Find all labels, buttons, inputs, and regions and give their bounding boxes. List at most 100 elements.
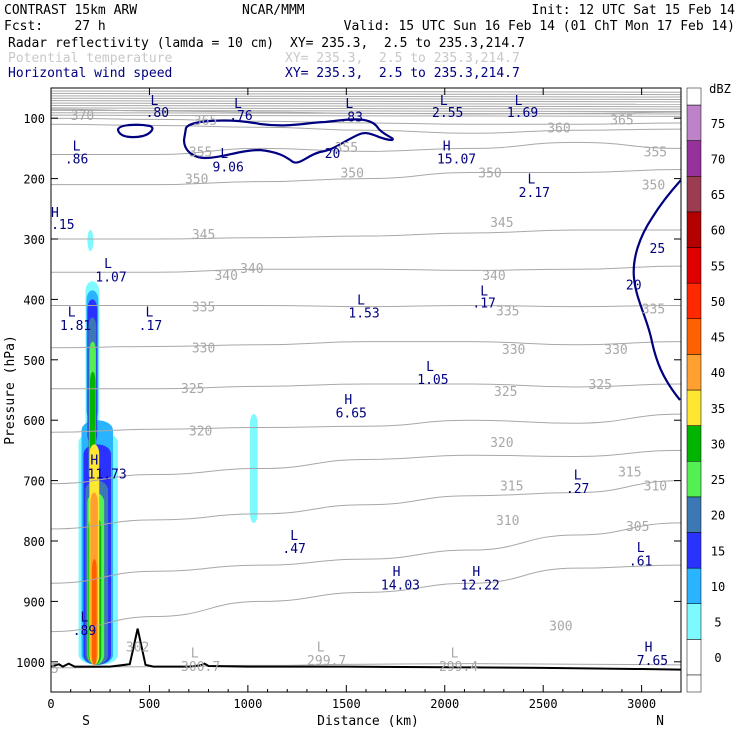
- theta-label: 345: [490, 216, 513, 231]
- wind-contour-label: 20: [325, 147, 341, 162]
- extremum-label: L: [440, 94, 448, 109]
- reflectivity-cell-45dbz: [91, 559, 97, 665]
- colorbar-label: 15: [711, 544, 725, 558]
- colorbar-label: 35: [711, 402, 725, 416]
- colorbar-swatch: [686, 282, 702, 319]
- colorbar-label: 30: [711, 437, 725, 451]
- extremum-label: L: [146, 305, 154, 320]
- x-tick-label: 2000: [430, 697, 459, 711]
- colorbar-swatch: [686, 247, 702, 284]
- extremum-label: 300.7: [181, 660, 220, 675]
- extremum-label: L: [317, 641, 325, 656]
- colorbar-label: 65: [711, 188, 725, 202]
- colorbar-swatch: [686, 354, 702, 391]
- extremum-label: H: [90, 453, 98, 468]
- header: CONTRAST 15km ARW NCAR/MMM Init: 12 UTC …: [4, 3, 735, 81]
- theta-label: 340: [482, 269, 505, 284]
- theta-contour-325: [51, 383, 681, 390]
- theta-label: 340: [214, 269, 237, 284]
- theta-label: 335: [642, 302, 665, 317]
- extremum-label: L: [345, 97, 353, 112]
- wind-contour-layer: [116, 118, 681, 401]
- theta-label: 355: [189, 145, 212, 160]
- extremum-label: L: [357, 293, 365, 308]
- field-xy-theta: XY= 235.3, 2.5 to 235.3,214.7: [285, 51, 520, 66]
- theta-label: 325: [494, 385, 517, 400]
- extremum-label: .15: [51, 218, 74, 233]
- theta-label: 310: [644, 479, 667, 494]
- theta-contour-355: [51, 141, 681, 155]
- theta-label: 360: [547, 121, 570, 136]
- colorbar-top-cap: [686, 87, 702, 106]
- theta-label: 340: [240, 262, 263, 277]
- y-tick-label: 200: [23, 173, 45, 187]
- extremum-label: L: [574, 469, 582, 484]
- extremum-label: 6.65: [336, 406, 367, 421]
- extremum-label: L: [527, 173, 535, 188]
- theta-label: 350: [340, 167, 363, 182]
- extremum-label: H: [51, 206, 59, 221]
- init-time: Init: 12 UTC Sat 15 Feb 14: [532, 3, 736, 18]
- theta-contour-345: [51, 229, 681, 240]
- right-endpoint-label: N: [656, 714, 664, 729]
- field-xy-reflectivity: XY= 235.3, 2.5 to 235.3,214.7: [290, 36, 525, 51]
- colorbar: 0 5 10 15 20 25 30 35 40 45 50 55 60 65 70 75 dBZ: [686, 82, 731, 693]
- x-tick-label: 1500: [332, 697, 361, 711]
- colorbar-label: 50: [711, 295, 725, 309]
- y-tick-label: 400: [23, 293, 45, 307]
- theta-label: 310: [496, 514, 519, 529]
- extremum-label: L: [150, 94, 158, 109]
- extremum-label: L: [234, 97, 242, 112]
- field-name-theta: Potential temperature: [8, 51, 173, 66]
- theta-label: 365: [194, 114, 217, 129]
- wind-contour-20-right: [632, 179, 681, 401]
- extremum-label: .86: [65, 153, 88, 168]
- extremum-label: 2.55: [432, 106, 463, 121]
- y-tick-label: 100: [23, 112, 45, 126]
- theta-contour-upper: [51, 114, 681, 117]
- theta-label: 325: [589, 378, 612, 393]
- colorbar-swatch: [686, 532, 702, 569]
- extremum-label: 11.73: [88, 467, 127, 482]
- extremum-label: 1.81: [60, 319, 91, 334]
- extremum-label: .76: [229, 109, 252, 124]
- terrain-profile: [51, 628, 681, 671]
- colorbar-swatch: [686, 318, 702, 355]
- extremum-label: 9.06: [213, 161, 244, 176]
- colorbar-swatch: [686, 639, 702, 676]
- extremum-label: L: [68, 305, 76, 320]
- extremum-label: 299.4: [439, 660, 478, 675]
- theta-label: 295: [35, 662, 58, 677]
- extremum-label: 14.03: [381, 578, 420, 593]
- extremum-label: 299.7: [307, 654, 346, 669]
- theta-label: 350: [642, 179, 665, 194]
- extremum-label: L: [220, 147, 228, 162]
- extremum-label: 1.07: [95, 270, 126, 285]
- theta-contour-315: [51, 449, 681, 485]
- extremum-label: 302: [126, 641, 149, 656]
- colorbar-label: 55: [711, 259, 725, 273]
- theta-contour-upper: [51, 90, 681, 93]
- colorbar-label: 10: [711, 580, 725, 594]
- colorbar-swatch: [686, 104, 702, 141]
- theta-contour-320: [51, 413, 681, 433]
- theta-contour-330: [51, 341, 681, 349]
- extremum-label: L: [81, 611, 89, 626]
- colorbar-label: 60: [711, 224, 725, 238]
- theta-contour-310: [51, 480, 681, 530]
- colorbar-unit: dBZ: [709, 82, 731, 96]
- colorbar-swatch: [686, 389, 702, 426]
- x-tick-label: 500: [139, 697, 161, 711]
- colorbar-swatch: [686, 461, 702, 498]
- extremum-label: .61: [629, 554, 652, 569]
- colorbar-label: 75: [711, 117, 725, 131]
- theta-label: 315: [618, 466, 641, 481]
- extremum-label: H: [443, 139, 451, 154]
- theta-contour-upper: [51, 95, 681, 98]
- extremum-label: .27: [566, 482, 589, 497]
- x-tick-label: 2500: [529, 697, 558, 711]
- extremum-label: .17: [139, 319, 162, 334]
- theta-label: 355: [335, 141, 358, 156]
- wind-contour-label: 20: [626, 278, 642, 293]
